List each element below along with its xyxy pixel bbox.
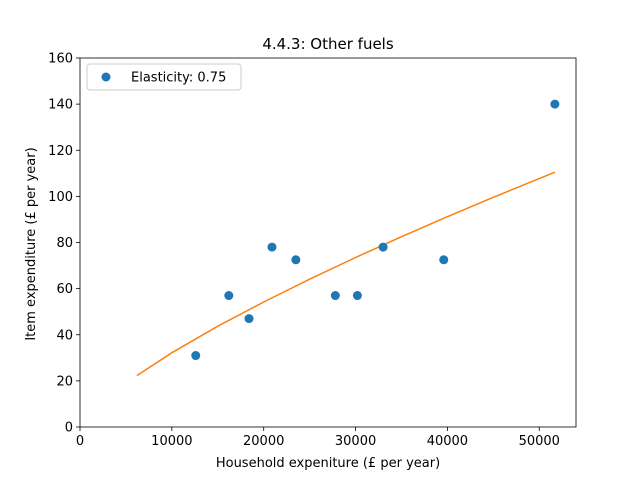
data-point: [244, 314, 254, 324]
y-tick-label: 140: [48, 98, 73, 113]
x-tick-label: 0: [76, 434, 84, 449]
data-point: [378, 242, 388, 252]
data-point: [291, 255, 301, 265]
y-tick-label: 80: [56, 236, 73, 251]
plot-area: 0 10000 20000 30000 40000 50000 0 20 40 60 80 100 12…: [48, 52, 577, 449]
chart-title: 4.4.3: Other fuels: [262, 35, 394, 53]
y-tick-label: 120: [48, 144, 73, 159]
x-tick-label: 10000: [151, 434, 192, 449]
y-tick-label: 60: [56, 282, 73, 297]
data-point: [330, 291, 340, 301]
x-tick-label: 50000: [519, 434, 560, 449]
fit-line: [136, 171, 556, 377]
data-point: [550, 99, 560, 109]
y-tick-label: 40: [56, 328, 73, 343]
y-tick-label: 0: [65, 421, 73, 436]
legend-box: [86, 63, 242, 91]
axes-frame: [79, 57, 577, 428]
data-point: [224, 291, 234, 301]
data-point: [352, 291, 362, 301]
data-point: [267, 242, 277, 252]
x-tick-label: 30000: [335, 434, 376, 449]
x-axis-label: Household expeniture (£ per year): [216, 456, 440, 471]
legend-marker: [101, 72, 111, 82]
y-tick-label: 20: [56, 374, 73, 389]
y-axis-label: Item expenditure (£ per year): [24, 147, 39, 340]
x-tick-label: 40000: [427, 434, 468, 449]
y-tick-label: 160: [48, 52, 73, 67]
data-point: [191, 351, 201, 361]
x-tick-label: 20000: [243, 434, 284, 449]
y-tick-label: 100: [48, 190, 73, 205]
data-point: [439, 255, 449, 265]
legend-label: Elasticity: 0.75: [131, 71, 226, 86]
